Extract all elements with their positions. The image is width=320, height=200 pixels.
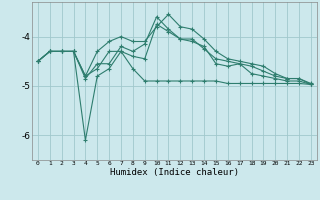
- X-axis label: Humidex (Indice chaleur): Humidex (Indice chaleur): [110, 168, 239, 177]
